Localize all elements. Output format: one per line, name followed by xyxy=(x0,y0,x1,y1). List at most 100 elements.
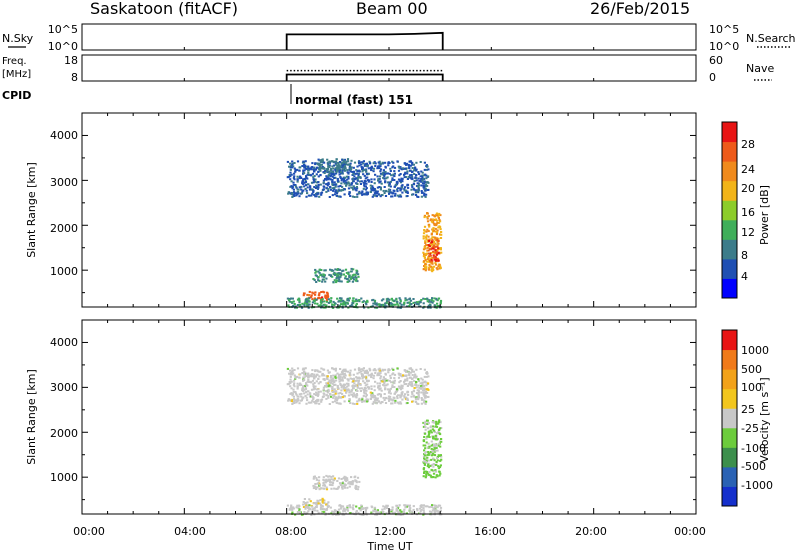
range-cell xyxy=(416,389,419,392)
range-cell xyxy=(292,506,295,509)
range-cell xyxy=(348,398,351,401)
range-cell xyxy=(355,393,358,395)
range-cell xyxy=(307,167,310,170)
range-cell xyxy=(332,479,335,482)
range-cell xyxy=(337,373,341,376)
range-cell xyxy=(423,192,426,195)
range-cell xyxy=(439,247,442,250)
range-cell xyxy=(296,160,300,163)
range-cell xyxy=(384,170,387,173)
range-cell xyxy=(384,387,387,390)
range-cell xyxy=(315,298,318,301)
range-cell xyxy=(432,448,435,451)
range-cell xyxy=(426,396,429,398)
range-cell xyxy=(363,179,366,182)
range-cell xyxy=(324,178,327,180)
range-cell xyxy=(331,367,334,370)
range-cell xyxy=(384,304,387,307)
range-cell xyxy=(329,506,332,509)
range-cell xyxy=(294,170,297,173)
velocity-colorbar xyxy=(721,329,738,507)
range-cell xyxy=(315,388,318,391)
range-cell xyxy=(408,304,411,307)
power-ylabel: Slant Range [km] xyxy=(25,162,38,258)
range-cell xyxy=(334,390,337,393)
range-cell xyxy=(344,268,348,271)
range-cell xyxy=(396,509,399,512)
range-cell xyxy=(403,302,406,305)
range-cell xyxy=(378,181,381,184)
range-cell xyxy=(292,395,295,398)
range-cell xyxy=(437,422,440,425)
range-cell xyxy=(371,185,374,188)
range-cell xyxy=(339,176,342,178)
range-cell xyxy=(343,389,346,392)
range-cell xyxy=(426,391,429,394)
range-cell xyxy=(435,436,438,439)
range-cell xyxy=(296,298,300,301)
range-cell xyxy=(397,511,400,514)
range-cell xyxy=(438,267,441,270)
range-cell xyxy=(326,176,329,179)
range-cell xyxy=(432,218,435,221)
range-cell xyxy=(307,169,310,172)
range-cell xyxy=(408,367,411,370)
range-cell xyxy=(321,372,324,375)
range-cell xyxy=(330,381,333,383)
range-cell xyxy=(365,164,368,167)
range-cell xyxy=(307,171,310,174)
range-cell xyxy=(289,372,292,375)
range-cell xyxy=(428,471,431,473)
range-cell xyxy=(337,280,340,283)
range-cell xyxy=(397,304,400,307)
range-cell xyxy=(396,302,399,305)
range-cell xyxy=(329,379,332,382)
range-cell xyxy=(314,375,317,378)
range-cell xyxy=(309,392,312,395)
range-cell xyxy=(339,392,342,394)
range-cell xyxy=(373,189,376,192)
range-cell xyxy=(385,512,388,515)
range-cell xyxy=(306,505,309,508)
range-cell xyxy=(335,194,339,197)
range-cell xyxy=(344,301,347,304)
range-cell xyxy=(339,185,342,187)
range-cell xyxy=(397,187,400,190)
range-cell xyxy=(360,163,363,166)
range-cell xyxy=(422,511,426,514)
range-cell xyxy=(310,194,313,197)
range-cell xyxy=(319,274,322,277)
range-cell xyxy=(303,392,306,395)
range-cell xyxy=(352,268,355,271)
range-cell xyxy=(358,397,361,400)
range-cell xyxy=(367,180,370,183)
range-cell xyxy=(303,169,306,172)
range-cell xyxy=(337,188,340,191)
range-cell xyxy=(412,183,416,186)
range-cell xyxy=(371,396,374,399)
range-cell xyxy=(324,295,327,298)
range-cell xyxy=(290,506,293,509)
range-cell xyxy=(289,375,292,378)
range-cell xyxy=(403,380,406,383)
range-cell xyxy=(302,294,305,297)
range-cell xyxy=(302,178,305,181)
range-cell xyxy=(317,184,320,187)
range-cell xyxy=(396,401,399,404)
range-cell xyxy=(399,306,402,309)
range-cell xyxy=(312,176,315,179)
range-cell xyxy=(366,400,369,403)
range-cell xyxy=(312,299,315,302)
range-cell xyxy=(352,278,356,281)
range-cell xyxy=(437,214,440,216)
range-cell xyxy=(293,162,296,164)
range-cell xyxy=(334,302,337,305)
range-cell xyxy=(422,421,425,424)
range-cell xyxy=(431,463,434,466)
range-cell xyxy=(424,392,427,395)
range-cell xyxy=(340,280,343,283)
range-cell xyxy=(291,511,294,514)
range-cell xyxy=(429,219,432,222)
range-cell xyxy=(378,177,381,180)
range-cell xyxy=(330,478,333,481)
